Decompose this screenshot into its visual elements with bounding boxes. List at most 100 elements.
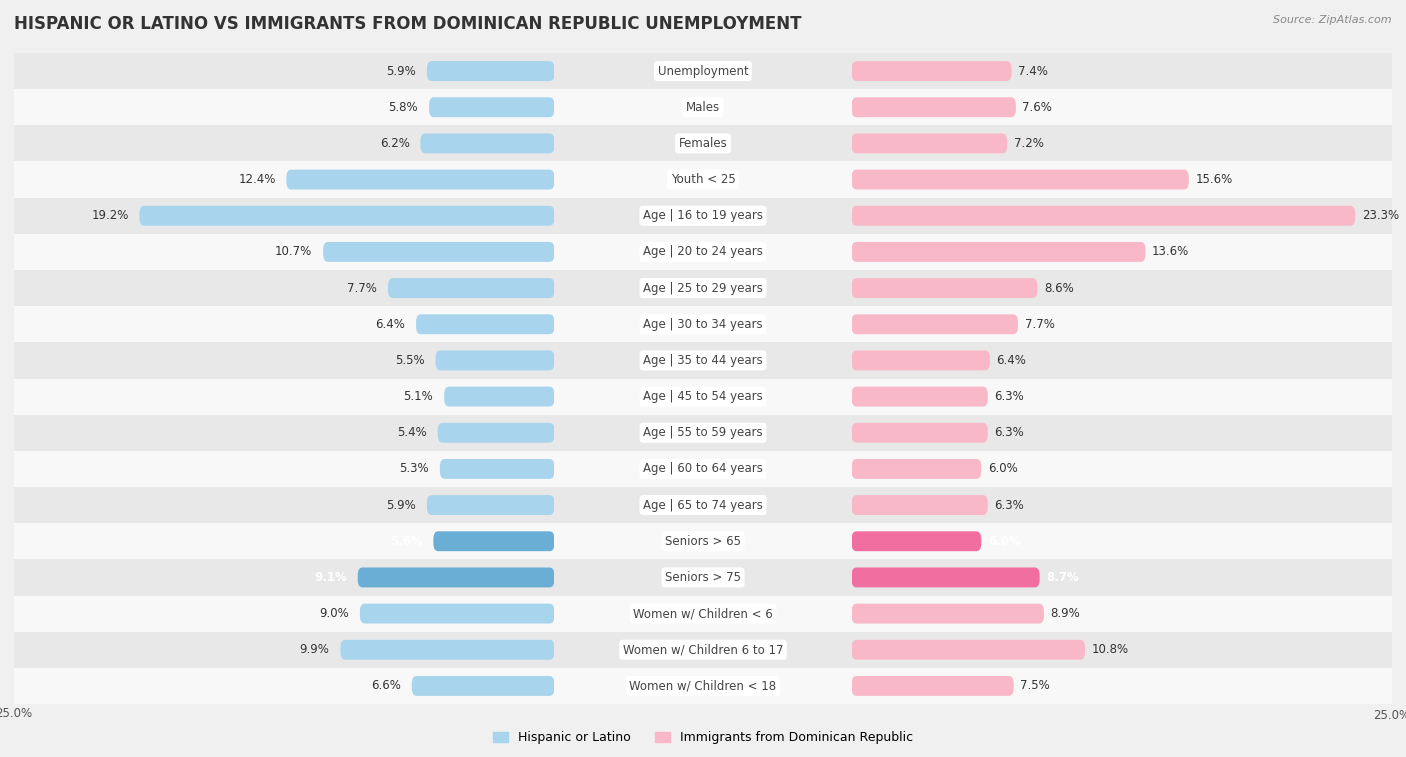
- Bar: [554, 487, 852, 523]
- Bar: [14, 451, 554, 487]
- Bar: [554, 89, 852, 126]
- FancyBboxPatch shape: [287, 170, 554, 189]
- Text: 9.1%: 9.1%: [314, 571, 347, 584]
- FancyBboxPatch shape: [360, 603, 554, 624]
- Bar: [554, 270, 852, 306]
- Bar: [852, 523, 1392, 559]
- Text: 8.7%: 8.7%: [1046, 571, 1078, 584]
- Bar: [14, 198, 554, 234]
- Bar: [14, 487, 554, 523]
- Bar: [852, 451, 1392, 487]
- Text: 5.9%: 5.9%: [387, 64, 416, 77]
- FancyBboxPatch shape: [852, 98, 1017, 117]
- Bar: [14, 126, 554, 161]
- FancyBboxPatch shape: [852, 61, 1011, 81]
- Text: Women w/ Children < 18: Women w/ Children < 18: [630, 680, 776, 693]
- Bar: [852, 559, 1392, 596]
- Text: 7.5%: 7.5%: [1021, 680, 1050, 693]
- Bar: [852, 198, 1392, 234]
- Bar: [554, 126, 852, 161]
- Bar: [554, 234, 852, 270]
- Text: 6.6%: 6.6%: [371, 680, 401, 693]
- Bar: [852, 270, 1392, 306]
- Text: 6.4%: 6.4%: [997, 354, 1026, 367]
- FancyBboxPatch shape: [852, 278, 1038, 298]
- Text: 5.3%: 5.3%: [399, 463, 429, 475]
- FancyBboxPatch shape: [416, 314, 554, 334]
- Text: 5.4%: 5.4%: [396, 426, 427, 439]
- FancyBboxPatch shape: [852, 531, 981, 551]
- Bar: [554, 668, 852, 704]
- FancyBboxPatch shape: [852, 640, 1085, 659]
- Text: 12.4%: 12.4%: [238, 173, 276, 186]
- Text: Females: Females: [679, 137, 727, 150]
- Bar: [14, 559, 554, 596]
- Bar: [14, 306, 554, 342]
- Bar: [14, 596, 554, 631]
- Bar: [852, 487, 1392, 523]
- FancyBboxPatch shape: [323, 242, 554, 262]
- Bar: [554, 415, 852, 451]
- Bar: [554, 596, 852, 631]
- Text: Age | 20 to 24 years: Age | 20 to 24 years: [643, 245, 763, 258]
- Bar: [14, 415, 554, 451]
- Text: Seniors > 75: Seniors > 75: [665, 571, 741, 584]
- Text: Women w/ Children < 6: Women w/ Children < 6: [633, 607, 773, 620]
- Text: 7.7%: 7.7%: [347, 282, 377, 294]
- Text: 23.3%: 23.3%: [1361, 209, 1399, 223]
- Text: Age | 45 to 54 years: Age | 45 to 54 years: [643, 390, 763, 403]
- FancyBboxPatch shape: [388, 278, 554, 298]
- Bar: [14, 270, 554, 306]
- Text: 5.5%: 5.5%: [395, 354, 425, 367]
- Text: Age | 25 to 29 years: Age | 25 to 29 years: [643, 282, 763, 294]
- Bar: [852, 306, 1392, 342]
- Text: 8.9%: 8.9%: [1050, 607, 1080, 620]
- Text: 7.4%: 7.4%: [1018, 64, 1047, 77]
- Text: 6.0%: 6.0%: [988, 534, 1021, 548]
- FancyBboxPatch shape: [852, 423, 988, 443]
- Text: 15.6%: 15.6%: [1195, 173, 1233, 186]
- FancyBboxPatch shape: [139, 206, 554, 226]
- Text: Women w/ Children 6 to 17: Women w/ Children 6 to 17: [623, 643, 783, 656]
- FancyBboxPatch shape: [852, 350, 990, 370]
- Bar: [554, 342, 852, 378]
- Bar: [554, 523, 852, 559]
- Text: Youth < 25: Youth < 25: [671, 173, 735, 186]
- FancyBboxPatch shape: [440, 459, 554, 479]
- Text: 10.8%: 10.8%: [1091, 643, 1129, 656]
- FancyBboxPatch shape: [429, 98, 554, 117]
- Text: Seniors > 65: Seniors > 65: [665, 534, 741, 548]
- Text: 6.3%: 6.3%: [994, 426, 1024, 439]
- Bar: [852, 378, 1392, 415]
- Text: 5.8%: 5.8%: [388, 101, 418, 114]
- FancyBboxPatch shape: [357, 568, 554, 587]
- Text: 7.6%: 7.6%: [1022, 101, 1052, 114]
- Bar: [852, 53, 1392, 89]
- Text: Age | 55 to 59 years: Age | 55 to 59 years: [643, 426, 763, 439]
- FancyBboxPatch shape: [852, 676, 1014, 696]
- Bar: [14, 234, 554, 270]
- Bar: [14, 89, 554, 126]
- Bar: [14, 378, 554, 415]
- Text: 5.6%: 5.6%: [389, 534, 423, 548]
- Bar: [852, 89, 1392, 126]
- Text: 6.3%: 6.3%: [994, 499, 1024, 512]
- Bar: [14, 342, 554, 378]
- FancyBboxPatch shape: [444, 387, 554, 407]
- Text: HISPANIC OR LATINO VS IMMIGRANTS FROM DOMINICAN REPUBLIC UNEMPLOYMENT: HISPANIC OR LATINO VS IMMIGRANTS FROM DO…: [14, 15, 801, 33]
- FancyBboxPatch shape: [852, 568, 1039, 587]
- FancyBboxPatch shape: [852, 459, 981, 479]
- Bar: [852, 234, 1392, 270]
- Bar: [554, 306, 852, 342]
- Text: Age | 35 to 44 years: Age | 35 to 44 years: [643, 354, 763, 367]
- Text: 5.9%: 5.9%: [387, 499, 416, 512]
- Bar: [554, 161, 852, 198]
- FancyBboxPatch shape: [852, 314, 1018, 334]
- Bar: [852, 342, 1392, 378]
- FancyBboxPatch shape: [420, 133, 554, 154]
- Bar: [852, 161, 1392, 198]
- Text: 6.3%: 6.3%: [994, 390, 1024, 403]
- FancyBboxPatch shape: [852, 495, 988, 515]
- Legend: Hispanic or Latino, Immigrants from Dominican Republic: Hispanic or Latino, Immigrants from Domi…: [486, 725, 920, 751]
- FancyBboxPatch shape: [852, 242, 1146, 262]
